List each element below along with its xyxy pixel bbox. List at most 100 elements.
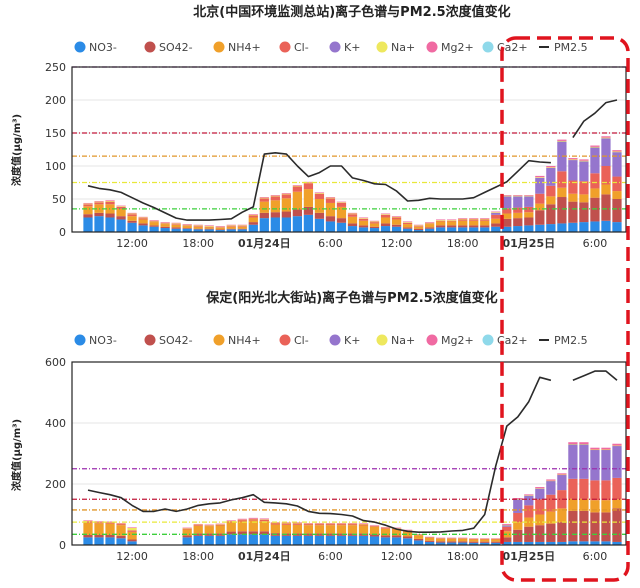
bar-segment-Na [292, 523, 303, 524]
bar-segment-Na [336, 202, 347, 203]
bar-segment-NH4 [237, 226, 247, 229]
bar-segment-NO3 [292, 535, 303, 545]
legend-label: Ca2+ [497, 41, 528, 54]
bar-segment-Cl [193, 226, 203, 227]
bar-segment-NH4 [259, 201, 269, 213]
bar-segment-SO42 [391, 224, 402, 227]
bar-segment-K [535, 488, 545, 500]
bar-segment-Na [579, 444, 589, 445]
bar-segment-SO42 [425, 227, 435, 229]
bar-segment-Na [513, 195, 523, 197]
bar-segment-Cl [116, 523, 126, 526]
bar-segment-NH4 [83, 522, 93, 535]
legend-swatch [74, 334, 86, 346]
bar-segment-Cl [524, 505, 534, 518]
x-tick-label: 01月25日 [503, 237, 556, 250]
x-tick-label: 12:00 [116, 237, 148, 250]
bar-segment-SO42 [116, 535, 126, 539]
bar-segment-Na [436, 537, 446, 539]
bar-segment-Na [347, 523, 358, 525]
bar-segment-NH4 [314, 525, 325, 534]
bar-segment-NH4 [281, 198, 291, 212]
bar-segment-SO42 [292, 533, 303, 536]
bar-segment-NH4 [325, 202, 336, 217]
bar-segment-Na [535, 488, 545, 489]
bar-segment-Cl [480, 219, 490, 221]
bar-segment-Cl [160, 223, 170, 225]
bar-segment-NH4 [557, 508, 567, 523]
bar-segment-NH4 [336, 525, 347, 534]
bar-segment-NH4 [303, 189, 314, 207]
bar-segment-Mg2 [204, 225, 214, 227]
bar-segment-NH4 [215, 228, 225, 230]
bar-segment-Mg2 [502, 523, 512, 525]
y-tick-label: 0 [59, 539, 66, 552]
bar-segment-NH4 [447, 538, 457, 542]
bar-segment-Mg2 [425, 536, 435, 538]
bar-segment-Na [380, 214, 391, 215]
bar-segment-SO42 [590, 197, 600, 222]
bar-segment-Mg2 [425, 222, 435, 223]
bar-segment-Cl [380, 214, 391, 218]
bar-segment-SO42 [413, 538, 424, 541]
bar-segment-Na [281, 193, 291, 195]
bar-segment-NH4 [425, 224, 435, 228]
legend-label: NH4+ [228, 41, 261, 54]
bar-segment-K [612, 445, 622, 478]
bar-segment-NO3 [358, 227, 369, 232]
y-tick-label: 100 [45, 160, 66, 173]
bar-segment-K [546, 480, 556, 495]
bar-segment-K [579, 161, 589, 182]
bar-segment-Mg2 [369, 220, 380, 222]
bar-segment-Cl [358, 524, 369, 526]
bar-segment-Mg2 [358, 523, 369, 524]
bar-segment-Na [347, 213, 358, 215]
bar-segment-Cl [458, 538, 468, 539]
bar-segment-SO42 [447, 541, 457, 543]
bar-segment-K [601, 138, 611, 166]
bar-segment-Cl [425, 223, 435, 225]
bar-segment-Cl [270, 523, 280, 525]
bar-segment-Na [546, 167, 556, 168]
bar-segment-NO3 [314, 535, 325, 545]
bar-segment-SO42 [436, 225, 446, 228]
baoding-chart: 保定(阳光北大街站)离子色谱与PM2.5浓度值变化 浓度值(μg/m³) NO3… [10, 290, 627, 563]
bar-segment-Cl [458, 219, 468, 221]
bar-segment-K [590, 449, 600, 481]
bar-segment-NO3 [425, 228, 435, 232]
bar-segment-Na [568, 159, 578, 161]
bar-segment-Mg2 [391, 216, 402, 217]
legend-swatch [74, 41, 86, 53]
bar-segment-NO3 [358, 535, 369, 545]
bar-segment-Cl [612, 176, 622, 192]
legend-label: NH4+ [228, 334, 261, 347]
bar-segment-NH4 [83, 206, 93, 215]
bar-segment-Cl [248, 519, 258, 521]
bar-segment-Cl [281, 523, 291, 525]
bar-segment-Cl [601, 480, 611, 501]
legend-label: Ca2+ [497, 334, 528, 347]
bar-segment-NH4 [281, 524, 291, 534]
bar-segment-Cl [226, 521, 236, 523]
bar-segment-Cl [127, 214, 137, 217]
x-tick-label: 6:00 [318, 550, 343, 563]
bar-segment-Mg2 [182, 527, 192, 529]
bar-segment-Na [413, 225, 424, 227]
bar-segment-NH4 [458, 220, 468, 226]
bar-segment-Mg2 [413, 534, 424, 535]
bar-segment-SO42 [535, 210, 545, 225]
bar-segment-Cl [425, 537, 435, 538]
legend-swatch [376, 334, 388, 346]
bar-segment-K [568, 160, 578, 181]
bar-segment-SO42 [480, 225, 490, 228]
bar-segment-Na [237, 225, 247, 227]
bar-segment-NO3 [83, 217, 93, 232]
bar-segment-NO3 [248, 534, 258, 545]
bar-segment-NH4 [248, 217, 258, 223]
bar-segment-K [590, 147, 600, 174]
bar-segment-SO42 [193, 533, 203, 536]
bar-segment-Na [160, 222, 170, 224]
bar-segment-NH4 [149, 222, 159, 226]
bar-segment-SO42 [171, 227, 181, 229]
bar-segment-SO42 [557, 522, 567, 542]
